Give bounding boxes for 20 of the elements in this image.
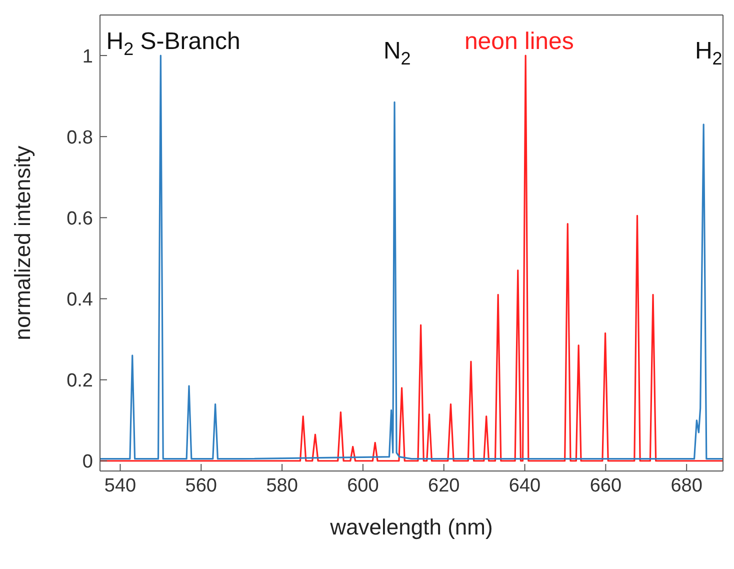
y-tick-label: 0.4 <box>66 289 94 310</box>
x-axis-title: wavelength (nm) <box>329 514 493 540</box>
annotation: H$_{2}$ <box>694 37 722 69</box>
annotation: H$_{2}$ S-Branch <box>106 28 240 60</box>
x-tick-label: 540 <box>104 475 136 496</box>
y-axis-title: normalized intensity <box>10 146 35 340</box>
x-tick-label: 620 <box>428 475 460 496</box>
annotation: N$_{2}$ <box>383 37 411 69</box>
y-tick-label: 0.2 <box>66 370 93 392</box>
y-tick-label: 0.8 <box>66 127 93 148</box>
annotation: neon lines <box>464 28 574 56</box>
x-tick-label: 640 <box>508 475 541 496</box>
y-tick-label: 0.6 <box>66 208 93 230</box>
x-tick-label: 680 <box>670 475 702 496</box>
x-tick-label: 660 <box>590 475 622 496</box>
x-tick-label: 560 <box>185 475 217 496</box>
y-tick-label: 1 <box>82 46 93 68</box>
y-tick-label: 0 <box>82 452 93 473</box>
x-tick-label: 580 <box>266 475 298 496</box>
x-tick-label: 600 <box>347 475 379 496</box>
